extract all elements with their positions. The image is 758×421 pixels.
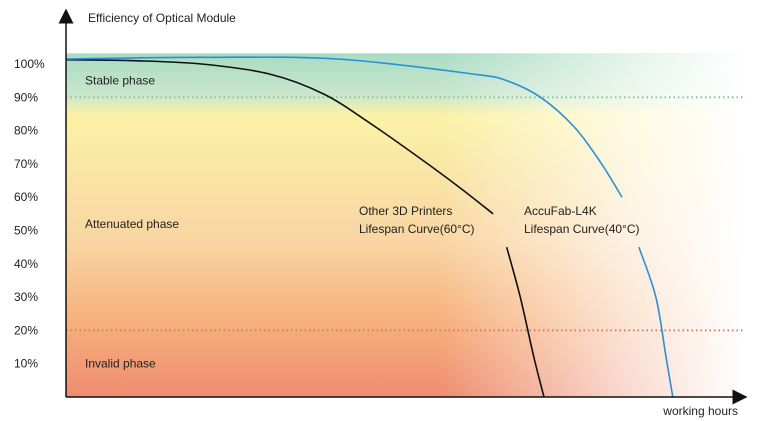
- threshold-lines: [66, 96, 744, 332]
- y-tick-label: 60%: [14, 190, 38, 204]
- y-tick-labels: 100% 90% 80% 70% 60% 50% 40% 30% 20% 10%: [14, 57, 45, 371]
- x-axis-title: working hours: [662, 404, 738, 418]
- series-line-tail-accufab-l4k: [638, 246, 674, 398]
- phase-background: [66, 53, 744, 398]
- fade-overlay: [66, 53, 744, 398]
- y-tick-label: 80%: [14, 124, 38, 138]
- phase-label-invalid-phase: Invalid phase: [85, 357, 156, 371]
- phase-label-attenuated-phase: Attenuated phase: [85, 217, 179, 231]
- y-tick-label: 50%: [14, 224, 38, 238]
- curve-label-other-3d-printers: Other 3D Printers Lifespan Curve(60°C): [359, 204, 475, 236]
- axes: [58, 8, 748, 405]
- y-tick-label: 30%: [14, 290, 38, 304]
- y-tick-label: 20%: [14, 323, 38, 337]
- series-line-tail-other-3d-printers: [505, 246, 545, 398]
- y-axis-title: Efficiency of Optical Module: [88, 11, 236, 25]
- y-tick-label: 100%: [14, 57, 45, 71]
- y-tick-label: 10%: [14, 357, 38, 371]
- curve-label-accufab-l4k: AccuFab-L4K Lifespan Curve(40°C): [524, 204, 640, 236]
- y-tick-label: 40%: [14, 257, 38, 271]
- curve-label-line: Lifespan Curve(40°C): [524, 222, 640, 236]
- y-tick-label: 70%: [14, 157, 38, 171]
- lifespan-curves: [65, 56, 674, 398]
- curve-label-line: AccuFab-L4K: [524, 204, 597, 218]
- curve-label-line: Lifespan Curve(60°C): [359, 222, 475, 236]
- curve-label-line: Other 3D Printers: [359, 204, 452, 218]
- series-line-other-3d-printers: [65, 58, 494, 215]
- annotations: Stable phase Attenuated phase Invalid phas…: [85, 74, 640, 371]
- series-line-accufab-l4k: [65, 56, 623, 198]
- y-tick-label: 90%: [14, 90, 38, 104]
- phase-label-stable-phase: Stable phase: [85, 74, 155, 88]
